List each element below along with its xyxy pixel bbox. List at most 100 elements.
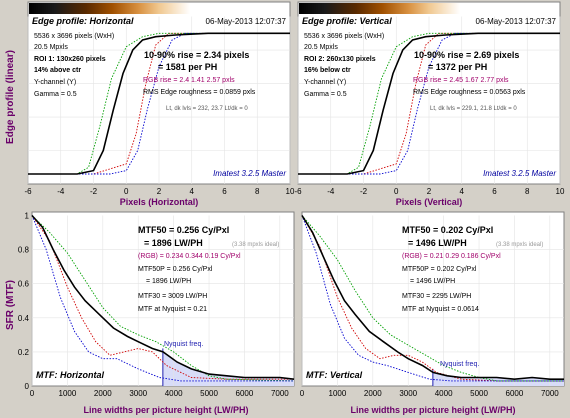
levels-label: Lt, dk lvls = 229.1, 21.8 Lt/dk = 0: [430, 106, 517, 112]
curves: [31, 214, 295, 382]
date-label: 06-May-2013 12:07:37: [476, 17, 557, 26]
x-tick-label: 1000: [59, 389, 77, 398]
header-title: Edge profile: Vertical: [302, 16, 392, 26]
nyquist-fill: [162, 348, 294, 386]
mtf50-line: MTF50 = 0.256 Cy/Pxl: [138, 225, 229, 235]
mtf-horizontal-panel: 0 1000 2000 3000 4000 5000 6000 7000 0 0.2 0.4 0.6…: [18, 211, 295, 415]
x-tick-label: 0: [394, 187, 399, 196]
x-axis-label: Line widths per picture height (LW/PH): [350, 405, 515, 415]
curves: [301, 215, 564, 382]
x-tick-label: 4: [460, 187, 465, 196]
info-line: ROI 2: 260x130 pixels: [304, 56, 376, 63]
x-tick-label: 4: [190, 187, 195, 196]
x-tick-label: -6: [24, 187, 32, 196]
rise-line: 10-90% rise = 2.69 pixels: [414, 50, 519, 60]
grid: [27, 16, 291, 184]
info-line: 5536 x 3696 pixels (WxH): [34, 33, 114, 40]
mtf50-line: = 1496 LW/PH: [408, 238, 467, 248]
info-line: 16% below ctr: [304, 67, 351, 74]
x-tick-label: 3000: [399, 389, 417, 398]
rise-line: = 1581 per PH: [158, 62, 217, 72]
x-tick-label: -2: [90, 187, 98, 196]
nyquist-region: [432, 372, 564, 386]
y-tick-label: 0.2: [18, 348, 30, 357]
corner-title: MTF: Vertical: [306, 370, 363, 380]
rgb-rise: RGB rise = 2.4 1.41 2.57 pxls: [143, 77, 235, 84]
mtf30-label: MTF30 = 2295 LW/PH: [402, 293, 471, 300]
ycurve-series-line: [301, 215, 564, 381]
y-tick-label: 0.6: [18, 280, 30, 289]
master-label: Imatest 3.2.5 Master: [213, 169, 286, 178]
nyquist-label: Nyquist freq.: [440, 361, 479, 368]
curves: [28, 32, 290, 175]
x-tick-label: 2000: [94, 389, 112, 398]
rgb-mtf50: (RGB) = 0.234 0.344 0.19 Cy/Pxl: [138, 253, 241, 260]
info-line: 14% above ctr: [34, 67, 81, 74]
x-axis-label: Line widths per picture height (LW/PH): [83, 405, 248, 415]
x-tick-label: 8: [525, 187, 530, 196]
mtf50p-line: MTF50P = 0.202 Cy/Pxl: [402, 266, 477, 273]
nyquist-mtf-label: MTF at Nyquist = 0.0614: [402, 306, 479, 313]
info-line: Gamma = 0.5: [304, 91, 347, 98]
edge-profile-vertical-panel: -6 -4 -2 0 2 4 6 8 10 Edge profile: Vertical 06-…: [294, 1, 565, 207]
y-tick-label: 0.4: [18, 314, 30, 323]
nyquist-region: [162, 351, 294, 386]
mtf50-line: MTF50 = 0.202 Cy/Pxl: [402, 225, 493, 235]
grid: [297, 16, 561, 184]
x-tick-label: 2: [157, 187, 162, 196]
mtf50-line: = 1896 LW/PH: [144, 238, 203, 248]
mtf50p-line: = 1896 LW/PH: [146, 278, 191, 285]
blue-series-line: [301, 215, 564, 382]
sfr-ylabel: SFR (MTF): [5, 280, 16, 330]
x-tick-label: 10: [556, 187, 565, 196]
levels-label: Lt, dk lvls = 232, 23.7 Lt/dk = 0: [166, 106, 248, 112]
x-tick-label: 10: [286, 187, 295, 196]
mtf50p-line: MTF50P = 0.256 Cy/Pxl: [138, 266, 213, 273]
x-tick-label: 0: [300, 389, 305, 398]
nyquist-label: Nyquist freq.: [164, 341, 203, 348]
x-tick-label: 6: [492, 187, 497, 196]
grid: [31, 215, 294, 386]
roughness: RMS Edge roughness = 0.0859 pxls: [143, 89, 256, 96]
x-tick-label: -6: [294, 187, 302, 196]
x-tick-labels: -6 -4 -2 0 2 4 6 8 10: [24, 187, 295, 196]
header-title: Edge profile: Horizontal: [32, 16, 134, 26]
plot-area: [301, 211, 565, 387]
x-tick-label: 4000: [165, 389, 183, 398]
x-tick-label: 2: [427, 187, 432, 196]
green-series-line: [28, 32, 290, 175]
blue-series-line: [31, 215, 294, 382]
ycurve-series-line: [298, 32, 560, 175]
header-gradient-bar: [29, 3, 289, 14]
y-tick-label: 1: [25, 211, 30, 220]
info-line: Gamma = 0.5: [34, 91, 77, 98]
x-tick-labels: -6 -4 -2 0 2 4 6 8 10: [294, 187, 565, 196]
edge-profile-horizontal-panel: -6 -4 -2 0 2 4 6 8 10 Edge profile: Horizontal 0…: [24, 1, 295, 207]
x-tick-label: 7000: [541, 389, 559, 398]
ideal-label: (3.38 mpxls ideal): [496, 242, 543, 248]
ycurve-series-line: [31, 214, 295, 380]
x-tick-labels: 0 1000 2000 3000 4000 5000 6000 7000: [300, 389, 560, 398]
x-axis-label: Pixels (Vertical): [396, 197, 463, 207]
rgb-mtf50: (RGB) = 0.21 0.29 0.186 Cy/Pxl: [402, 253, 501, 260]
info-line: 20.5 Mpxls: [304, 44, 338, 51]
corner-title: MTF: Horizontal: [36, 370, 104, 380]
x-tick-label: 7000: [271, 389, 289, 398]
info-line: ROI 1: 130x260 pixels: [34, 56, 106, 63]
date-label: 06-May-2013 12:07:37: [206, 17, 287, 26]
x-tick-label: -2: [360, 187, 368, 196]
mtf30-label: MTF30 = 3009 LW/PH: [138, 293, 207, 300]
rise-line: 10-90% rise = 2.34 pixels: [144, 50, 249, 60]
y-tick-labels: 0 0.2 0.4 0.6 0.8 1: [18, 211, 30, 391]
mtf50p-line: = 1496 LW/PH: [410, 278, 455, 285]
x-tick-label: 3000: [129, 389, 147, 398]
green-series-line: [31, 215, 295, 382]
y-tick-label: 0: [25, 382, 30, 391]
grid: [301, 215, 564, 386]
x-tick-label: -4: [57, 187, 65, 196]
info-line: 5536 x 3696 pixels (WxH): [304, 33, 384, 40]
info-line: Y-channel (Y): [304, 79, 346, 86]
ycurve-series-line: [28, 32, 290, 175]
x-tick-label: 6000: [236, 389, 254, 398]
